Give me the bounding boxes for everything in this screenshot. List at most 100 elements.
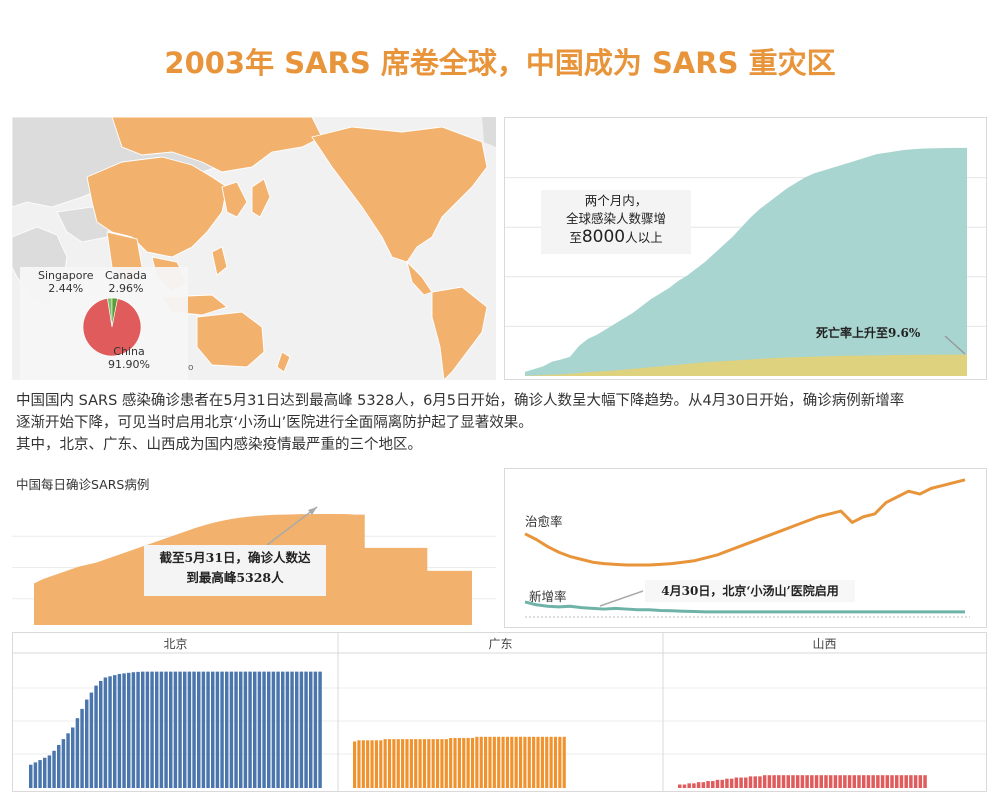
region-bar — [715, 779, 720, 788]
death-rate-annotation: 死亡率上升至9.6% — [816, 326, 921, 340]
region-bar — [885, 775, 890, 788]
region-bar — [833, 775, 838, 788]
summary-line: 逐渐开始下降，可见当时启用北京‘小汤山’医院进行全面隔离防护起了显著效果。 — [16, 415, 533, 431]
region-bar — [744, 777, 748, 788]
region-bar — [527, 736, 531, 788]
region-bar — [271, 671, 276, 788]
region-bars-svg: 北京 广东 山西 — [13, 633, 986, 791]
region-bar — [532, 736, 536, 788]
region-bar — [894, 775, 899, 788]
region-bar — [29, 764, 33, 788]
region-bar — [357, 740, 361, 788]
region-bar — [449, 737, 453, 788]
map-land-south-america — [431, 286, 488, 380]
cure-rate-line — [524, 478, 966, 567]
pie-chart[interactable] — [20, 267, 188, 380]
region-bar — [57, 744, 61, 788]
facet-title: 北京 — [163, 637, 187, 651]
annotation-arrow — [266, 506, 318, 546]
china-daily-chart[interactable]: 中国每日确诊SARS病例 截至5月31日，确诊人数达 到最高峰5328人 — [12, 470, 496, 628]
summary-line: 其中，北京、广东、山西成为国内感染疫情最严重的三个地区。 — [16, 437, 422, 453]
region-bar — [711, 781, 715, 788]
region-bar — [127, 672, 131, 788]
pie-label-name: Singapore — [38, 269, 94, 282]
region-bar — [545, 736, 549, 788]
region-bar — [514, 736, 518, 788]
region-bar — [758, 776, 762, 788]
pie-legend-singapore: Singapore 2.44% — [38, 269, 94, 295]
region-bar — [248, 671, 252, 788]
cure-rate-label: 治愈率 — [525, 514, 563, 529]
rates-chart[interactable]: 治愈率 新增率 4月30日，北京‘小汤山’医院启用 — [504, 468, 987, 628]
region-bar — [422, 739, 427, 788]
region-bar — [159, 671, 164, 788]
region-bar — [145, 671, 150, 788]
region-bar — [909, 775, 913, 788]
region-bar — [734, 777, 739, 788]
region-bar — [536, 736, 540, 788]
region-bar — [409, 739, 413, 788]
global-area-svg — [505, 147, 986, 376]
global-callout-prefix: 至 — [569, 230, 582, 245]
summary-line: 中国国内 SARS 感染确诊患者在5月31日达到最高峰 5328人，6月5日开始… — [16, 393, 905, 409]
region-bar — [484, 736, 488, 788]
region-bar — [299, 671, 304, 788]
region-bar — [243, 671, 248, 788]
region-bar — [38, 760, 42, 788]
rates-line-svg — [524, 478, 970, 618]
region-bar — [440, 739, 444, 788]
region-bar — [290, 671, 294, 788]
region-bar — [753, 776, 757, 788]
global-infection-chart[interactable]: 两个月内， 全球感染人数骤增 至8000人以上 死亡率上升至9.6% — [504, 117, 987, 380]
region-bar — [173, 671, 178, 788]
annotation-arrow — [599, 590, 644, 607]
region-bar — [692, 783, 696, 788]
region-bar — [843, 775, 847, 788]
region-bar — [136, 671, 140, 788]
map-land-china — [86, 156, 228, 258]
global-callout-line3: 至8000人以上 — [541, 228, 691, 247]
region-bar — [392, 739, 396, 788]
region-bar — [401, 739, 405, 788]
new-rate-label: 新增率 — [529, 589, 567, 604]
region-bar — [923, 775, 927, 788]
annotation-arrow — [944, 335, 966, 355]
daily-callout-line2: 到最高峰5328人 — [186, 570, 284, 585]
region-bar — [108, 676, 112, 788]
new-rate-line — [524, 600, 965, 614]
region-bar — [206, 671, 210, 788]
region-bar — [444, 739, 448, 788]
region-bar — [43, 757, 47, 788]
region-bar — [405, 739, 409, 788]
region-bar — [729, 778, 734, 788]
region-bar — [466, 737, 470, 788]
region-bar — [178, 671, 182, 788]
chart-title: 中国每日确诊SARS病例 — [16, 477, 150, 492]
region-bars-panel[interactable]: 北京 广东 山西 — [12, 632, 987, 792]
region-bar — [131, 672, 136, 788]
world-map-panel[interactable]: Singapore 2.44% Canada 2.96% China 91.90… — [12, 117, 496, 380]
pie-slice — [111, 297, 118, 328]
region-bar — [824, 775, 828, 788]
region-bar — [871, 775, 875, 788]
region-bar — [141, 671, 145, 788]
region-bar — [800, 775, 805, 788]
map-land-russia — [111, 117, 323, 173]
region-bar — [387, 739, 392, 788]
region-bar — [169, 671, 173, 788]
region-bar — [295, 671, 299, 788]
region-bar — [309, 671, 313, 788]
daily-callout: 截至5月31日，确诊人数达 到最高峰5328人 — [144, 545, 326, 596]
region-bar — [497, 736, 501, 788]
infected-area — [525, 147, 967, 376]
region-bar — [370, 740, 374, 788]
annotation-arrowhead — [308, 507, 317, 515]
region-bar — [762, 775, 767, 788]
region-bar — [838, 775, 842, 788]
region-bar — [696, 782, 701, 788]
region-bar — [501, 736, 505, 788]
region-bar — [234, 671, 238, 788]
region-bar — [427, 739, 431, 788]
region-bar — [852, 775, 857, 788]
region-bar — [876, 775, 880, 788]
